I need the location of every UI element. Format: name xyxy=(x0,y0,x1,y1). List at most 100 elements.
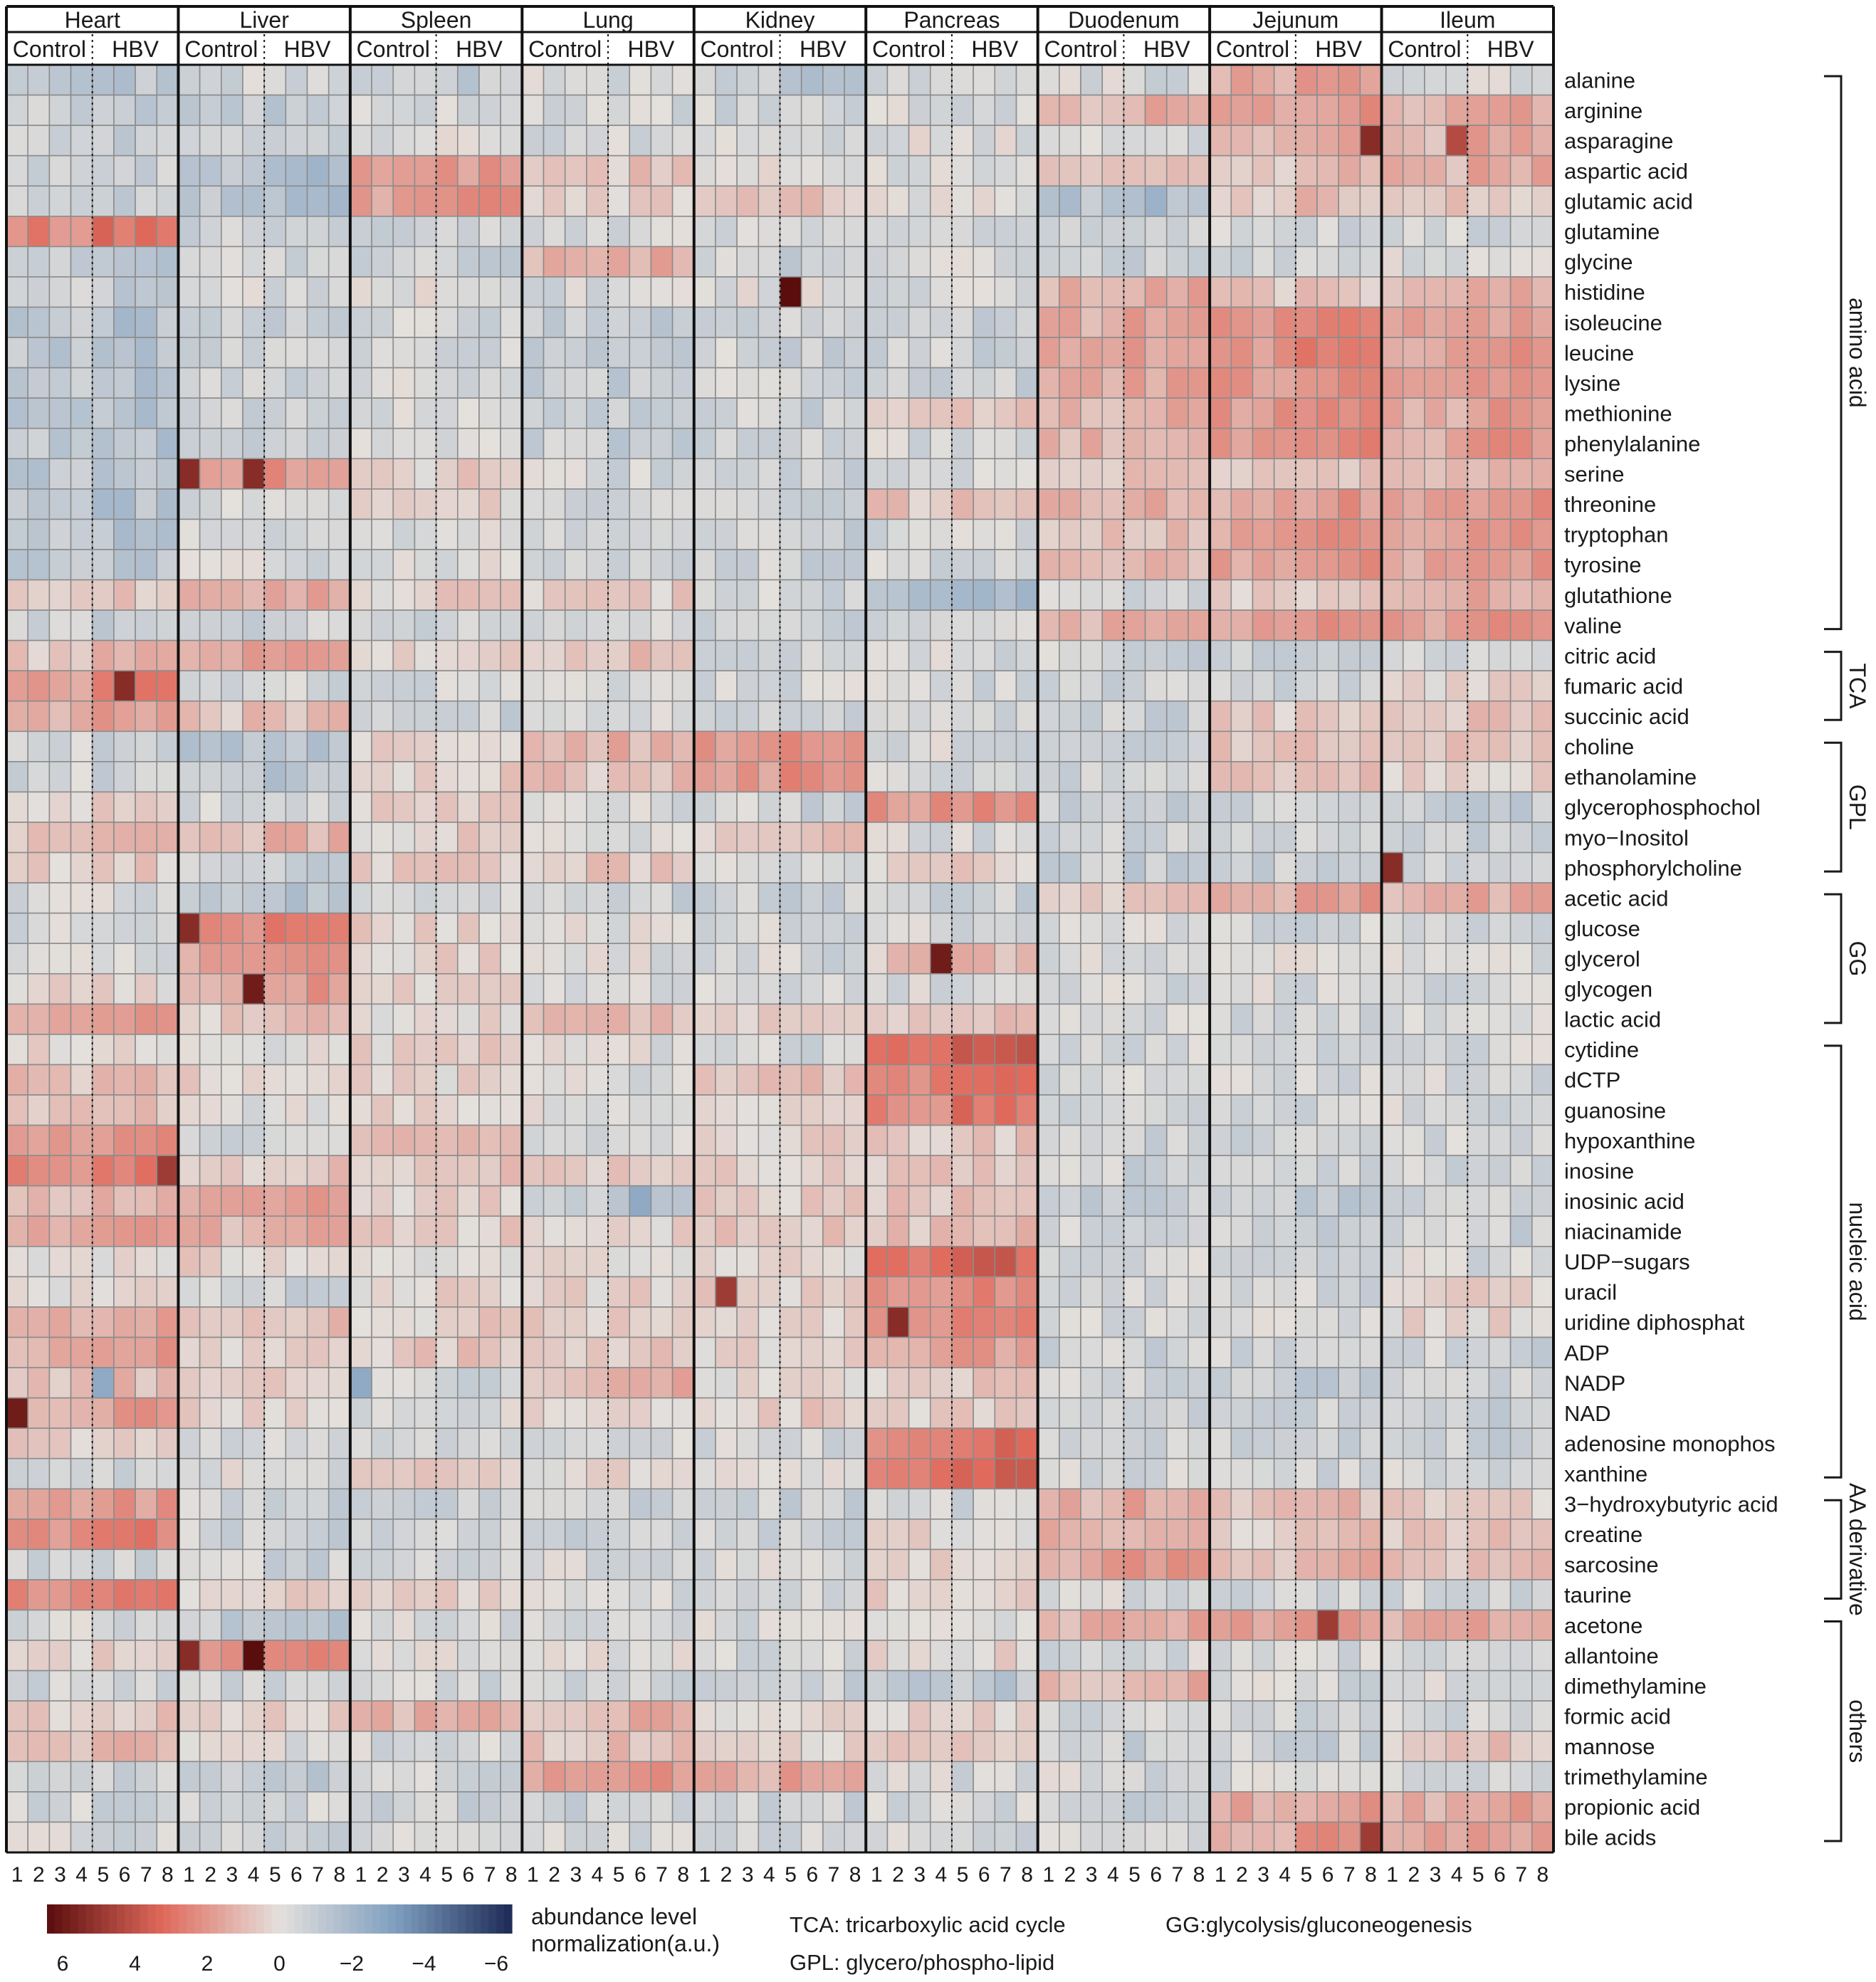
cell-ileum-1-lysine xyxy=(1380,367,1404,399)
cell-lung-8-hypoxanthine xyxy=(671,1124,695,1156)
cell-liver-6-glycerol xyxy=(285,943,308,975)
cell-duodenum-5-xanthine xyxy=(1123,1457,1146,1490)
cell-pancreas-5-serine xyxy=(951,458,974,490)
cell-duodenum-4-acetic-acid xyxy=(1101,882,1125,914)
cell-kidney-6-trimethylamine xyxy=(800,1761,824,1793)
cell-lung-7-arginine xyxy=(650,94,674,126)
cell-liver-3-succinic-acid xyxy=(221,700,243,733)
cell-pancreas-6-taurine xyxy=(973,1579,996,1611)
cell-jejunum-5-adp xyxy=(1295,1336,1318,1368)
cell-heart-5-threonine xyxy=(91,488,115,520)
cell-jejunum-8-arginine xyxy=(1359,94,1383,126)
cell-lung-2-glutamine xyxy=(543,215,566,248)
cell-heart-1-mannose xyxy=(6,1730,28,1763)
cell-pancreas-3-uracil xyxy=(908,1276,931,1308)
cell-ileum-6-succinic-acid xyxy=(1488,700,1511,733)
cell-liver-8-phosphorylcholine xyxy=(327,851,351,883)
cell-spleen-7-isoleucine xyxy=(478,306,501,338)
sample-tick-pancreas-3: 3 xyxy=(913,1863,926,1887)
cell-lung-3-lysine xyxy=(564,367,587,399)
cell-lung-6-glycine xyxy=(629,246,652,278)
cell-lung-4-propionic-acid xyxy=(586,1791,609,1823)
cell-ileum-2-inosine xyxy=(1402,1155,1425,1187)
cell-ileum-2-aspartic-acid xyxy=(1402,154,1425,187)
cell-heart-5-fumaric-acid xyxy=(91,670,115,702)
cell-liver-4-glycine xyxy=(242,246,265,278)
cell-jejunum-1-tryptophan xyxy=(1209,518,1232,550)
cell-jejunum-5-creatine xyxy=(1295,1519,1318,1551)
cell-lung-3-succinic-acid xyxy=(564,700,587,733)
cell-jejunum-7-lactic-acid xyxy=(1338,1003,1361,1035)
cell-ileum-6-hypoxanthine xyxy=(1488,1124,1511,1156)
cell-liver-2-leucine xyxy=(199,337,222,369)
cell-spleen-1-acetic-acid xyxy=(350,882,372,914)
cell-duodenum-3-3-hydroxybutyric-acid xyxy=(1080,1488,1104,1520)
cell-duodenum-2-aspartic-acid xyxy=(1059,154,1081,187)
cell-liver-7-nadp xyxy=(306,1367,330,1399)
cell-jejunum-5-lactic-acid xyxy=(1295,1003,1318,1035)
cell-kidney-6-threonine xyxy=(800,488,824,520)
cell-kidney-7-acetic-acid xyxy=(822,882,845,914)
cell-pancreas-7-glycine xyxy=(994,246,1017,278)
cell-pancreas-3-isoleucine xyxy=(908,306,931,338)
cell-pancreas-8-histidine xyxy=(1015,276,1039,308)
cell-spleen-8-udp-sugars xyxy=(500,1246,523,1278)
cell-kidney-5-myo-inositol xyxy=(779,822,802,854)
cell-spleen-1-adenosine-monophos xyxy=(350,1427,372,1459)
cell-ileum-4-tyrosine xyxy=(1445,549,1469,581)
cell-lung-6-fumaric-acid xyxy=(629,670,652,702)
cell-ileum-6-nad xyxy=(1488,1397,1511,1429)
cell-jejunum-6-acetic-acid xyxy=(1316,882,1339,914)
cell-spleen-6-formic-acid xyxy=(456,1700,480,1732)
cell-ileum-5-sarcosine xyxy=(1467,1548,1490,1580)
cell-lung-5-methionine xyxy=(607,397,631,429)
cell-lung-3-guanosine xyxy=(564,1094,587,1126)
cell-heart-5-taurine xyxy=(91,1579,115,1611)
cell-kidney-1-dimethylamine xyxy=(693,1669,716,1702)
sample-tick-kidney-8: 8 xyxy=(849,1863,861,1887)
cell-liver-3-mannose xyxy=(221,1730,243,1763)
sample-tick-lung-5: 5 xyxy=(613,1863,625,1887)
cell-liver-7-lactic-acid xyxy=(306,1003,330,1035)
legend-color-segment xyxy=(365,1904,373,1934)
sample-tick-liver-8: 8 xyxy=(333,1863,345,1887)
cell-lung-4-glutamic-acid xyxy=(586,185,609,217)
cell-liver-1-dimethylamine xyxy=(177,1669,201,1702)
cell-ileum-8-glycogen xyxy=(1531,972,1554,1005)
cell-ileum-3-guanosine xyxy=(1424,1094,1447,1126)
cell-duodenum-8-myo-inositol xyxy=(1188,822,1210,854)
cell-liver-2-sarcosine xyxy=(199,1548,222,1580)
cell-liver-8-threonine xyxy=(327,488,351,520)
cell-lung-3-sarcosine xyxy=(564,1548,587,1580)
cell-heart-3-serine xyxy=(48,458,72,490)
cell-liver-1-histidine xyxy=(177,276,201,308)
cell-ileum-5-histidine xyxy=(1467,276,1490,308)
sample-tick-ileum-8: 8 xyxy=(1537,1863,1549,1887)
cell-pancreas-4-uridine-diphosphat xyxy=(929,1306,953,1338)
cell-heart-4-phenylalanine xyxy=(70,427,93,460)
cell-heart-2-leucine xyxy=(27,337,51,369)
cell-ileum-1-hypoxanthine xyxy=(1380,1124,1404,1156)
cell-jejunum-6-asparagine xyxy=(1316,125,1339,157)
cell-lung-7-nad xyxy=(650,1397,674,1429)
cell-liver-1-choline xyxy=(177,730,201,762)
cell-liver-2-inosine xyxy=(199,1155,222,1187)
cell-ileum-2-mannose xyxy=(1402,1730,1425,1763)
cell-jejunum-6-glutathione xyxy=(1316,579,1339,611)
cell-heart-2-inosinic-acid xyxy=(27,1185,51,1217)
cell-lung-8-nad xyxy=(671,1397,695,1429)
cell-spleen-6-guanosine xyxy=(456,1094,480,1126)
cell-liver-2-lactic-acid xyxy=(199,1003,222,1035)
cell-ileum-1-glutamine xyxy=(1380,215,1404,248)
cell-ileum-5-glycerol xyxy=(1467,943,1490,975)
cell-duodenum-6-uracil xyxy=(1144,1276,1168,1308)
cell-pancreas-6-acetic-acid xyxy=(973,882,996,914)
cell-spleen-3-niacinamide xyxy=(392,1215,416,1247)
cell-spleen-1-niacinamide xyxy=(350,1215,372,1247)
cell-ileum-5-cytidine xyxy=(1467,1034,1490,1066)
cell-jejunum-3-arginine xyxy=(1252,94,1275,126)
cell-duodenum-2-leucine xyxy=(1059,337,1081,369)
cell-pancreas-7-uridine-diphosphat xyxy=(994,1306,1017,1338)
cell-pancreas-3-lysine xyxy=(908,367,931,399)
cell-ileum-8-isoleucine xyxy=(1531,306,1554,338)
